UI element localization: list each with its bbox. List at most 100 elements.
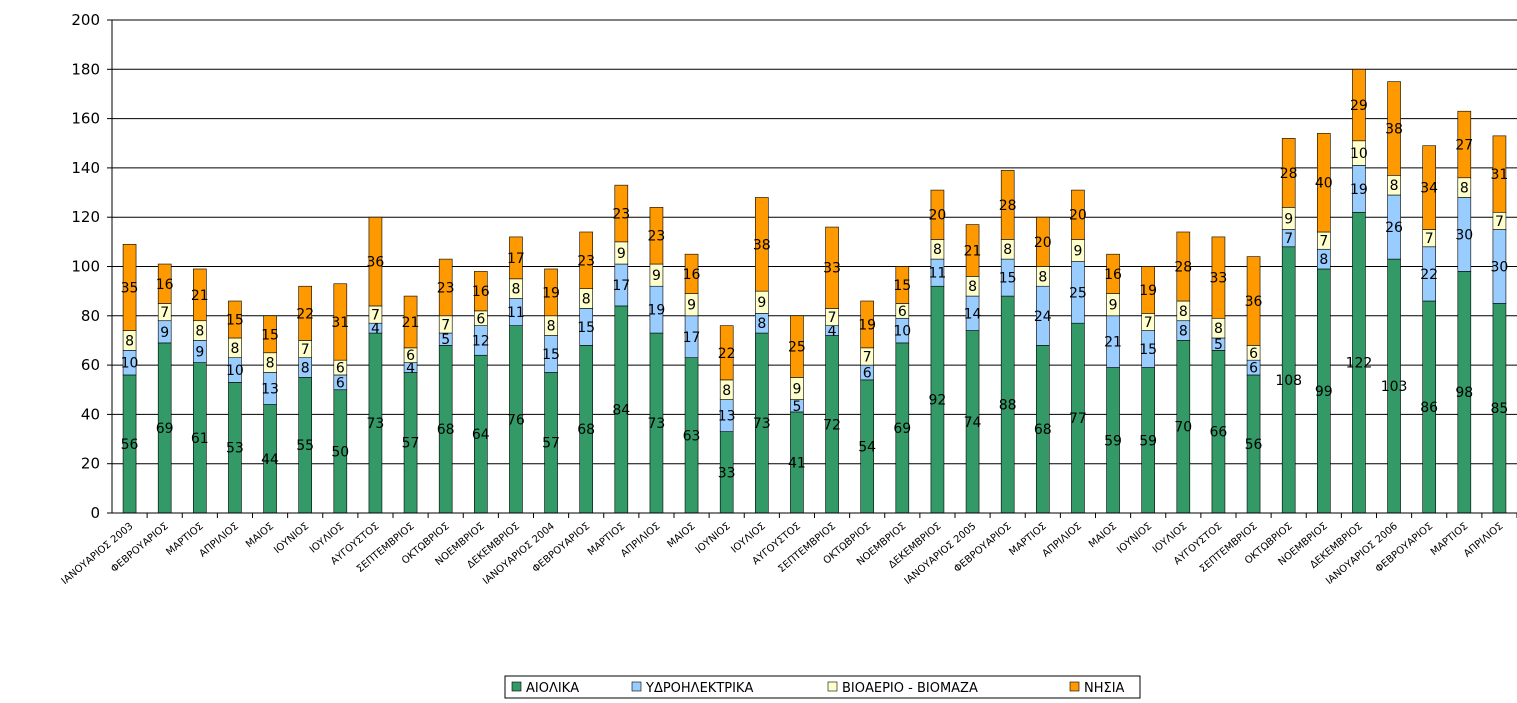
data-label: 85 [1491,401,1509,417]
data-label: 9 [617,246,626,262]
data-label: 20 [929,208,947,224]
data-label: 19 [1139,283,1157,299]
legend-swatch [631,681,642,692]
data-label: 6 [898,304,907,320]
bar-segment [649,207,664,265]
data-label: 7 [1495,214,1504,230]
data-label: 68 [1034,422,1052,438]
bar-segment [790,315,804,378]
y-tick-label: 160 [71,110,100,128]
data-label: 84 [612,402,630,418]
data-label: 72 [823,417,841,433]
data-label: 44 [261,452,279,468]
data-label: 21 [402,315,420,331]
bar-segment [1246,256,1261,346]
data-label: 16 [1104,267,1122,283]
data-label: 7 [1144,315,1153,331]
data-label: 108 [1275,373,1302,389]
data-label: 88 [999,398,1017,414]
bar-segment [1211,236,1226,319]
data-label: 68 [437,422,455,438]
bar-segment [1352,69,1366,142]
data-label: 20 [1034,235,1052,251]
legend-swatch [511,681,522,692]
data-label: 53 [226,441,244,457]
bar-segment [544,268,558,317]
data-label: 26 [1385,220,1403,236]
bar-segment [719,325,734,381]
data-label: 8 [1390,178,1399,194]
data-label: 9 [1284,211,1293,227]
data-label: 5 [441,332,450,348]
data-label: 30 [1455,227,1473,243]
legend-box [504,675,1141,699]
data-label: 55 [296,438,314,454]
data-label: 11 [507,305,525,321]
data-label: 7 [1319,234,1328,250]
data-label: 64 [472,427,490,443]
bar-segment [1000,170,1015,240]
data-label: 17 [683,330,701,346]
bar-segment [684,253,699,294]
data-label: 4 [828,324,837,340]
bar-segment [1492,135,1507,213]
data-label: 8 [301,361,310,377]
legend-swatch [1069,681,1080,692]
data-label: 54 [858,439,876,455]
bar-segment [509,236,523,280]
data-label: 103 [1381,379,1408,395]
data-label: 15 [577,320,595,336]
data-label: 7 [371,308,380,324]
x-tick-label: ΑΠΡΙΛΙΟΣ [1041,521,1084,560]
x-tick-label: ΑΠΡΙΛΙΟΣ [619,521,662,560]
bar-segment [755,197,769,292]
data-label: 8 [1214,321,1223,337]
data-label: 19 [858,317,876,333]
data-label: 23 [437,280,455,296]
data-label: 69 [893,421,911,437]
bar-segment [368,216,383,307]
data-label: 20 [1069,208,1087,224]
data-label: 41 [788,455,806,471]
data-label: 8 [1003,242,1012,258]
x-tick-label: ΑΠΡΙΛΙΟΣ [1462,521,1505,560]
data-label: 9 [792,382,801,398]
data-label: 8 [1460,181,1469,197]
data-label: 22 [296,306,314,322]
data-label: 33 [823,261,841,277]
data-label: 22 [1420,267,1438,283]
data-label: 6 [476,311,485,327]
bar-segment [1422,145,1436,230]
data-label: 29 [1350,98,1368,114]
bar-segment [825,226,839,309]
data-label: 86 [1420,400,1438,416]
data-label: 11 [929,266,947,282]
bar-segment [474,271,488,312]
data-label: 15 [893,278,911,294]
data-label: 8 [1319,252,1328,268]
data-label: 22 [718,346,736,362]
data-label: 69 [156,421,174,437]
bar-segment [1106,253,1120,294]
data-label: 74 [964,415,982,431]
bar-segment [403,295,418,349]
y-tick-label: 0 [90,504,100,522]
data-label: 4 [406,361,415,377]
y-tick-label: 140 [71,159,100,177]
data-label: 7 [1284,231,1293,247]
data-label: 59 [1104,433,1122,449]
data-label: 13 [261,382,279,398]
data-label: 28 [999,198,1017,214]
bar-segment [193,268,207,322]
data-label: 6 [336,361,345,377]
data-label: 38 [753,237,771,253]
data-label: 31 [1491,167,1509,183]
data-label: 34 [1420,181,1438,197]
data-label: 70 [1174,420,1192,436]
data-label: 40 [1315,176,1333,192]
x-tick-label: ΜΑΙΟΣ [244,521,276,550]
data-label: 23 [612,207,630,223]
data-label: 56 [1245,437,1263,453]
data-label: 9 [652,268,661,284]
data-label: 9 [1073,243,1082,259]
